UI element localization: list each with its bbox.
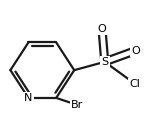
Text: S: S	[101, 57, 108, 67]
Text: O: O	[98, 23, 106, 34]
Text: Cl: Cl	[130, 79, 141, 89]
Text: O: O	[131, 46, 140, 56]
Text: Br: Br	[71, 100, 83, 110]
Text: N: N	[24, 93, 33, 103]
